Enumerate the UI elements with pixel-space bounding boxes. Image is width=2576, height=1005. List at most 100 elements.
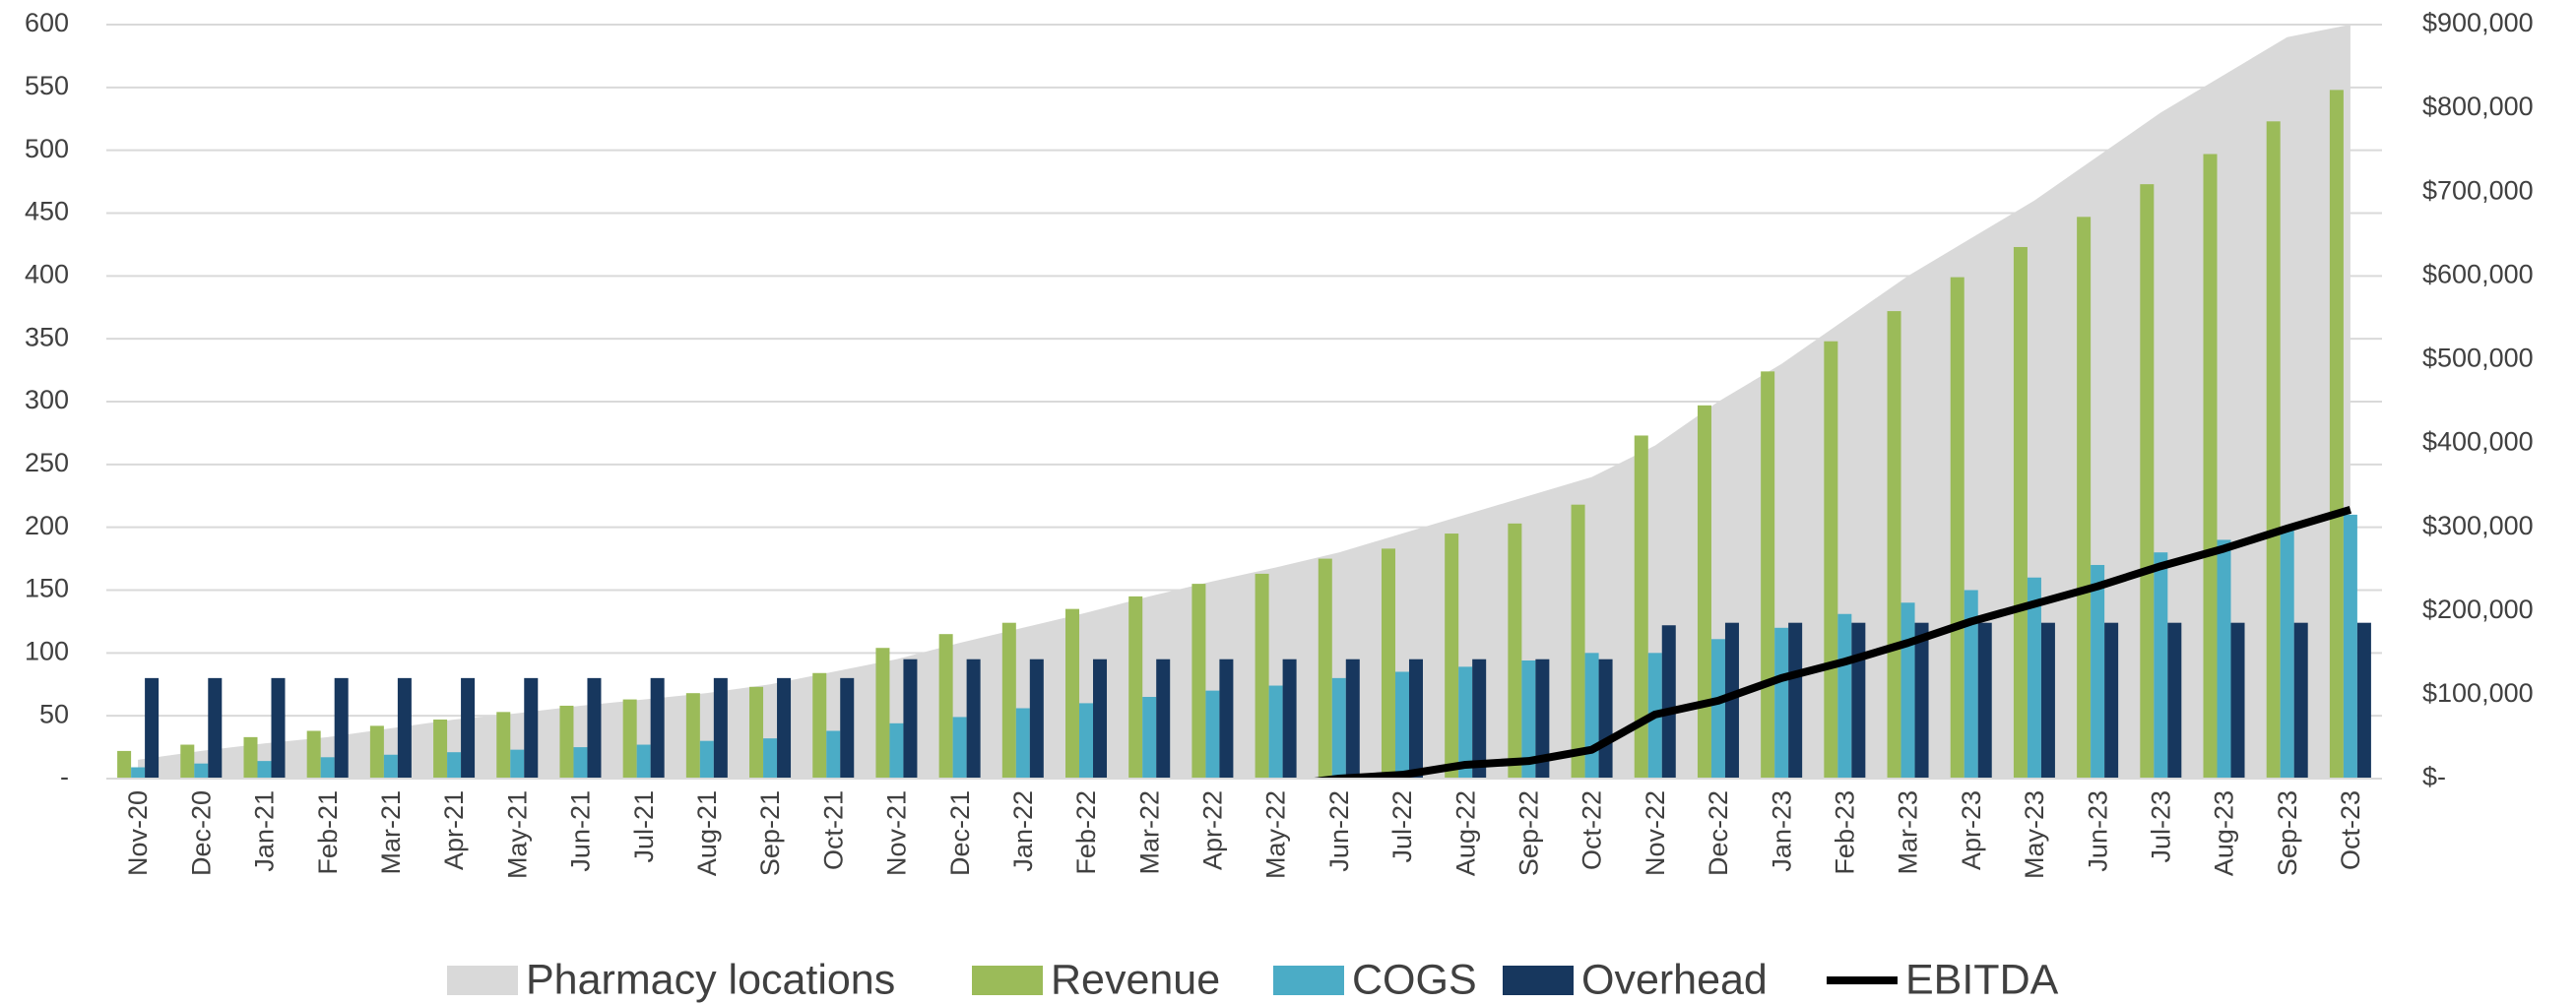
y2-tick-label: $-	[2422, 762, 2446, 791]
bar	[2140, 184, 2155, 779]
x-tick-label: Aug-23	[2210, 790, 2239, 876]
bar	[1977, 622, 1992, 779]
bar	[1219, 659, 1234, 779]
bar	[369, 725, 384, 779]
bar	[636, 744, 651, 779]
bar	[1029, 659, 1044, 779]
bar	[1282, 659, 1297, 779]
legend-swatch	[1273, 966, 1344, 995]
bar	[2077, 217, 2092, 779]
bar	[889, 722, 904, 779]
y2-tick-label: $200,000	[2422, 595, 2534, 624]
x-tick-label: Dec-20	[186, 790, 216, 876]
bar	[763, 738, 778, 779]
bar	[1205, 690, 1220, 779]
bar	[334, 677, 349, 779]
y2-tick-label: $800,000	[2422, 92, 2534, 121]
bar	[1508, 523, 1522, 779]
bar	[306, 730, 321, 779]
bar	[713, 677, 728, 779]
bar	[1697, 405, 1711, 779]
x-tick-label: Feb-21	[313, 790, 343, 875]
legend-label: COGS	[1352, 956, 1477, 1003]
bar	[320, 757, 335, 779]
bar	[131, 767, 146, 779]
bar	[1724, 622, 1739, 779]
y-tick-label: 400	[25, 259, 69, 288]
bar	[2266, 121, 2281, 779]
legend-label: Pharmacy locations	[526, 956, 895, 1003]
x-tick-label: Jul-22	[1387, 790, 1417, 863]
bar	[2329, 90, 2344, 779]
x-tick-label: Jul-23	[2146, 790, 2175, 863]
bar	[524, 677, 539, 779]
bar	[1142, 697, 1157, 779]
bar	[840, 677, 855, 779]
bar	[1571, 504, 1585, 779]
bar	[559, 705, 574, 779]
bar	[777, 677, 792, 779]
bar	[1824, 341, 1838, 779]
legend-label: EBITDA	[1905, 956, 2059, 1003]
y2-tick-label: $600,000	[2422, 259, 2534, 288]
bar	[383, 754, 398, 779]
x-tick-label: Sep-21	[755, 790, 785, 876]
y2-tick-label: $300,000	[2422, 511, 2534, 540]
y-tick-label: 350	[25, 322, 69, 351]
bar	[685, 693, 700, 779]
bar	[1408, 659, 1423, 779]
bar	[1255, 573, 1269, 779]
bar	[1191, 584, 1206, 779]
bar	[2091, 564, 2105, 779]
bar	[1128, 596, 1143, 779]
legend: Pharmacy locations Revenue COGS Overhead EBI…	[447, 956, 2059, 1003]
bar	[2040, 622, 2055, 779]
bar	[447, 752, 462, 779]
bar	[1079, 703, 1094, 779]
x-tick-label: Mar-22	[1134, 790, 1164, 875]
x-tick-label: Apr-22	[1198, 790, 1228, 870]
bar	[1634, 435, 1648, 779]
bar	[952, 717, 967, 779]
bar	[2280, 527, 2294, 779]
x-tick-label: Sep-23	[2273, 790, 2302, 876]
legend-swatch	[1503, 966, 1574, 995]
bar	[812, 672, 827, 779]
y2-tick-label: $900,000	[2422, 8, 2534, 37]
bar	[622, 699, 637, 779]
bar	[243, 736, 258, 779]
bar	[2356, 622, 2371, 779]
y-tick-label: 250	[25, 448, 69, 477]
bar	[587, 677, 602, 779]
x-tick-label: Aug-22	[1450, 790, 1480, 876]
bar	[2343, 514, 2357, 779]
legend-label: Overhead	[1581, 956, 1768, 1003]
bar	[1318, 558, 1332, 779]
bar	[938, 634, 953, 779]
bar	[1761, 371, 1775, 779]
x-tick-label: Nov-20	[123, 790, 153, 876]
bar	[510, 749, 525, 779]
bar	[1445, 534, 1459, 779]
bar	[397, 677, 412, 779]
bar	[271, 677, 286, 779]
bar	[2104, 622, 2119, 779]
y2-tick-label: $500,000	[2422, 344, 2534, 373]
bar	[1345, 659, 1360, 779]
bar	[1458, 666, 1473, 779]
bar	[1964, 590, 1978, 779]
y-tick-label: 500	[25, 134, 69, 163]
bar	[1156, 659, 1171, 779]
bar	[573, 747, 588, 779]
bar	[1598, 659, 1613, 779]
x-tick-label: Oct-21	[818, 790, 848, 870]
bar	[1837, 613, 1852, 779]
bar	[1774, 627, 1789, 779]
bar	[1001, 622, 1016, 779]
bar	[208, 677, 223, 779]
bar	[2293, 622, 2308, 779]
legend-label: Revenue	[1051, 956, 1220, 1003]
bar	[1093, 659, 1108, 779]
y-tick-label: 200	[25, 511, 69, 540]
